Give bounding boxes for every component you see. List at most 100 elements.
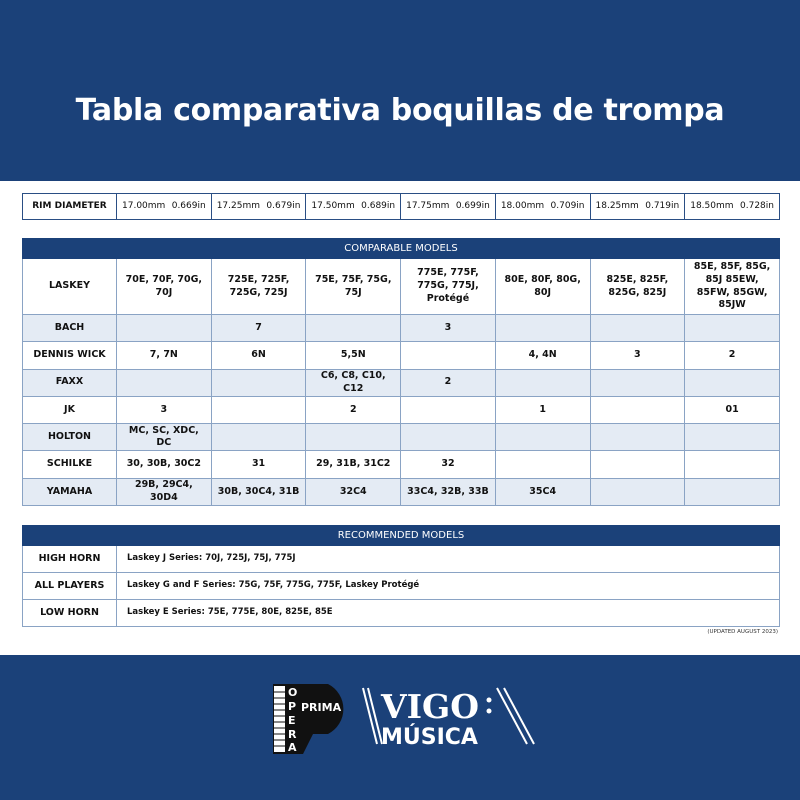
table-row: SCHILKE 30, 30B, 30C2 31 29, 31B, 31C2 32	[22, 450, 780, 479]
brand-label: SCHILKE	[22, 450, 117, 479]
model-cell	[210, 368, 307, 397]
rim-label: RIM DIAMETER	[22, 193, 117, 220]
model-cell: 3	[400, 313, 496, 343]
model-cell: 4, 4N	[494, 341, 591, 370]
model-cell: 32C4	[305, 477, 402, 507]
model-cell: 775E, 775F, 775G, 775J, Protégé	[400, 258, 496, 315]
model-cell	[210, 423, 307, 452]
rim-mm: 18.00mm	[500, 201, 545, 212]
rim-in: 0.689in	[361, 201, 396, 212]
recommended-value: Laskey G and F Series: 75G, 75F, 775G, 7…	[116, 572, 780, 600]
rim-in: 0.669in	[171, 201, 206, 212]
rim-mm: 17.25mm	[216, 201, 261, 212]
model-cell: 6N	[210, 341, 307, 370]
rim-size-cell: 18.00mm 0.709in	[494, 193, 591, 220]
svg-text:VIGO: VIGO	[380, 687, 479, 726]
svg-text:A: A	[288, 741, 297, 754]
model-cell: 29B, 29C4, 30D4	[116, 477, 212, 507]
table-row: LASKEY 70E, 70F, 70G, 70J 725E, 725F, 725G…	[22, 258, 780, 315]
model-cell: 7	[210, 313, 307, 343]
model-cell	[589, 423, 686, 452]
model-cell: 33C4, 32B, 33B	[400, 477, 496, 507]
table-row: ALL PLAYERS Laskey G and F Series: 75G, 7…	[22, 572, 780, 600]
model-cell: 3	[589, 341, 686, 370]
model-cell: 70E, 70F, 70G, 70J	[116, 258, 212, 315]
model-cell: 29, 31B, 31C2	[305, 450, 402, 479]
model-cell	[400, 395, 496, 425]
opera-prima-logo: O P E R A PRIMA	[273, 684, 344, 754]
recommended-label: HIGH HORN	[22, 545, 117, 573]
model-cell	[494, 368, 591, 397]
header-band: Tabla comparativa boquillas de trompa	[0, 0, 800, 181]
table-row: JK 3 2 1 01	[22, 395, 780, 425]
comparable-header: COMPARABLE MODELS	[22, 238, 780, 259]
svg-text:P: P	[288, 700, 296, 713]
vigo-musica-logo: VIGO MÚSICA	[362, 687, 535, 750]
rim-size-cell: 18.50mm 0.728in	[684, 193, 780, 220]
model-cell: 825E, 825F, 825G, 825J	[589, 258, 686, 315]
table-row: LOW HORN Laskey E Series: 75E, 775E, 80E,…	[22, 599, 780, 627]
model-cell	[116, 313, 212, 343]
footer-band	[0, 655, 800, 800]
model-cell	[305, 313, 402, 343]
recommended-value: Laskey E Series: 75E, 775E, 80E, 825E, 8…	[116, 599, 780, 627]
model-cell	[400, 423, 496, 452]
svg-text:O: O	[288, 686, 297, 699]
rim-mm: 17.75mm	[406, 201, 450, 212]
model-cell: 7, 7N	[116, 341, 212, 370]
brand-label: LASKEY	[22, 258, 117, 315]
recommended-value: Laskey J Series: 70J, 725J, 75J, 775J	[116, 545, 780, 573]
model-cell	[589, 477, 686, 507]
comparable-models-table: COMPARABLE MODELS LASKEY 70E, 70F, 70G, 7…	[22, 238, 780, 507]
rim-size-cell: 17.25mm 0.679in	[210, 193, 307, 220]
model-cell: 3	[116, 395, 212, 425]
svg-text:PRIMA: PRIMA	[301, 701, 342, 714]
model-cell	[400, 341, 496, 370]
model-cell: C6, C8, C10, C12	[305, 368, 402, 397]
model-cell: 80E, 80F, 80G, 80J	[494, 258, 591, 315]
rim-size-cell: 17.75mm 0.699in	[400, 193, 496, 220]
model-cell	[684, 313, 780, 343]
rim-mm: 18.50mm	[690, 201, 734, 212]
model-cell	[589, 450, 686, 479]
rim-mm: 17.50mm	[311, 201, 355, 212]
model-cell: 2	[684, 341, 780, 370]
model-cell: 30, 30B, 30C2	[116, 450, 212, 479]
model-cell: 35C4	[494, 477, 591, 507]
rim-size-cell: 17.50mm 0.689in	[305, 193, 402, 220]
brand-label: JK	[22, 395, 117, 425]
model-cell: 725E, 725F, 725G, 725J	[210, 258, 307, 315]
page-title: Tabla comparativa boquillas de trompa	[75, 93, 725, 128]
model-cell	[684, 368, 780, 397]
recommended-label: ALL PLAYERS	[22, 572, 117, 600]
brand-label: DENNIS WICK	[22, 341, 117, 370]
brand-label: YAMAHA	[22, 477, 117, 507]
svg-text:MÚSICA: MÚSICA	[381, 724, 478, 750]
model-cell: 31	[210, 450, 307, 479]
model-cell: MC, SC, XDC, DC	[116, 423, 212, 452]
model-cell: 5,5N	[305, 341, 402, 370]
model-cell	[589, 395, 686, 425]
model-cell	[589, 313, 686, 343]
model-cell: 2	[400, 368, 496, 397]
table-row: HOLTON MC, SC, XDC, DC	[22, 423, 780, 452]
rim-size-cell: 17.00mm 0.669in	[116, 193, 212, 220]
svg-text:R: R	[288, 728, 297, 741]
table-row: YAMAHA 29B, 29C4, 30D4 30B, 30C4, 31B 32C4 3…	[22, 477, 780, 507]
model-cell	[494, 450, 591, 479]
model-cell	[210, 395, 307, 425]
recommended-header: RECOMMENDED MODELS	[22, 525, 780, 546]
model-cell: 85E, 85F, 85G, 85J 85EW, 85FW, 85GW, 85J…	[684, 258, 780, 315]
recommended-label: LOW HORN	[22, 599, 117, 627]
updated-note: (UPDATED AUGUST 2023)	[707, 629, 778, 635]
rim-in: 0.719in	[645, 201, 680, 212]
model-cell: 01	[684, 395, 780, 425]
model-cell: 2	[305, 395, 402, 425]
table-row: FAXX C6, C8, C10, C12 2	[22, 368, 780, 397]
rim-in: 0.679in	[266, 201, 301, 212]
rim-diameter-table: RIM DIAMETER 17.00mm 0.669in 17.25mm 0.679in…	[22, 193, 780, 220]
model-cell: 30B, 30C4, 31B	[210, 477, 307, 507]
model-cell	[116, 368, 212, 397]
model-cell	[305, 423, 402, 452]
model-cell: 32	[400, 450, 496, 479]
